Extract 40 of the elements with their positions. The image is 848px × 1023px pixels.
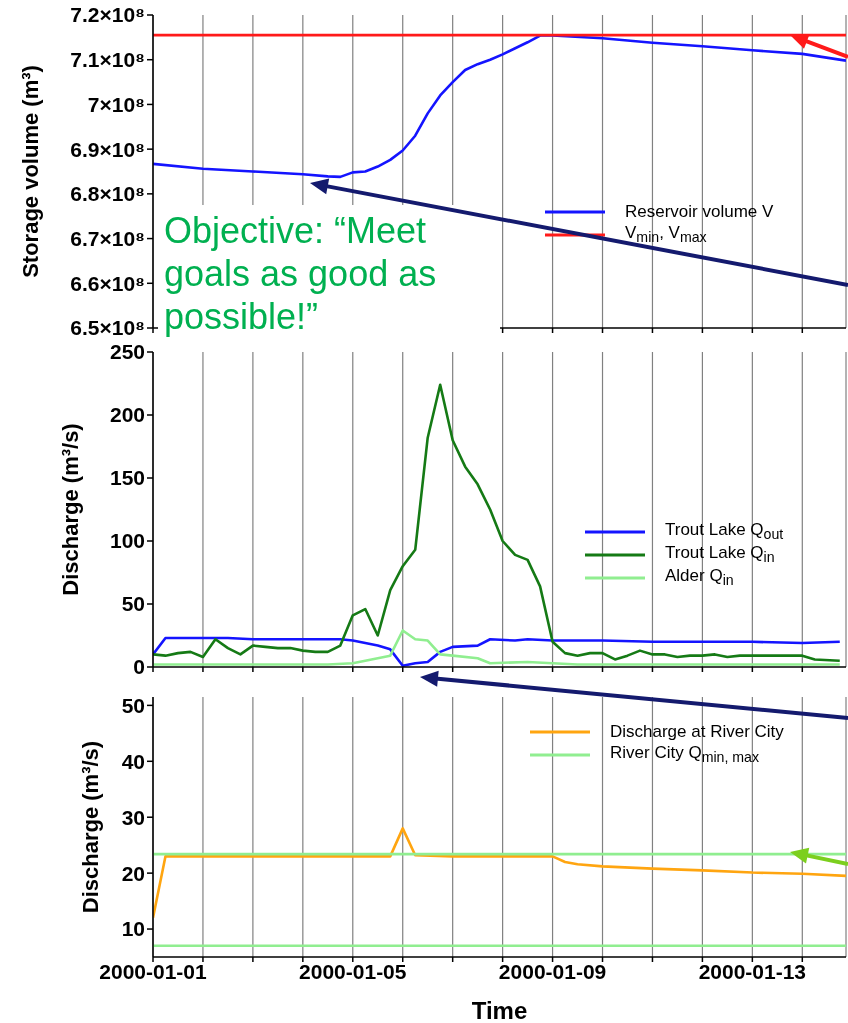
x-tick-label: 2000-01-05 [299,959,407,983]
y-tick-label: 50 [121,693,145,717]
legend-label: V$_{min}$, V$_{max}$ [625,223,707,246]
annotation: Objective: “Meet goals as good as possible!” [158,205,500,343]
y-tick-label: 6.8×10⁸ [70,182,145,206]
x-axis-title: Time [471,997,528,1023]
y-tick-label: 7.1×10⁸ [70,48,145,72]
legend-label: Trout Lake Q$_{out}$ [665,520,784,543]
y-tick-label: 200 [109,403,145,427]
line-series [153,383,842,662]
legend-label: Discharge at River City [610,721,784,742]
y-tick-label: 6.6×10⁸ [70,271,145,295]
line-series [153,636,842,667]
x-tick-label: 2000-01-09 [498,959,607,983]
y-axis-title: Discharge (m³/s) [57,423,83,596]
x-tick-label: 2000-01-13 [698,959,807,983]
line-series [153,34,846,179]
y-tick-label: 250 [109,340,145,364]
legend-label: Reservoir volume V [625,201,774,222]
y-tick-label: 40 [121,749,145,773]
y-tick-label: 0 [133,655,145,679]
y-tick-label: 150 [109,466,145,490]
y-tick-label: 10 [121,917,145,941]
legend-label: River City Q$_{min, max}$ [610,743,760,766]
legend-label: Alder Q$_{in}$ [665,566,734,589]
y-tick-label: 6.7×10⁸ [70,227,145,251]
y-axis-title: Storage volume (m³) [17,65,43,278]
y-tick-label: 7.2×10⁸ [70,3,145,27]
line-series [153,629,842,666]
y-tick-label: 20 [121,861,145,885]
line-series [153,827,846,920]
y-tick-label: 100 [109,529,145,553]
legend-label: Trout Lake Q$_{in}$ [665,543,775,566]
y-tick-label: 7×10⁸ [87,92,145,116]
y-tick-label: 6.9×10⁸ [70,137,145,161]
x-tick-label: 2000-01-01 [99,959,208,983]
y-tick-label: 6.5×10⁸ [70,316,145,340]
y-axis-title: Discharge (m³/s) [77,740,103,914]
y-tick-label: 30 [121,805,145,829]
y-tick-label: 50 [121,592,145,616]
